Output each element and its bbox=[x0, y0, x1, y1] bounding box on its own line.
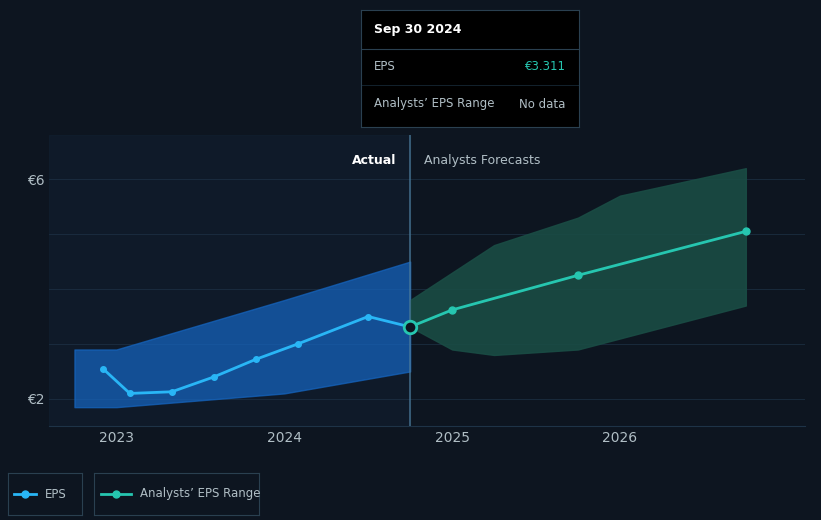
Text: EPS: EPS bbox=[374, 60, 396, 73]
Text: Analysts’ EPS Range: Analysts’ EPS Range bbox=[140, 488, 261, 500]
Text: Actual: Actual bbox=[352, 154, 397, 167]
Text: €3.311: €3.311 bbox=[525, 60, 566, 73]
Text: No data: No data bbox=[520, 98, 566, 110]
Bar bbox=[49, 135, 410, 426]
Text: EPS: EPS bbox=[45, 488, 67, 500]
Text: Sep 30 2024: Sep 30 2024 bbox=[374, 22, 461, 35]
Text: Analysts’ EPS Range: Analysts’ EPS Range bbox=[374, 98, 495, 110]
Text: Analysts Forecasts: Analysts Forecasts bbox=[424, 154, 540, 167]
